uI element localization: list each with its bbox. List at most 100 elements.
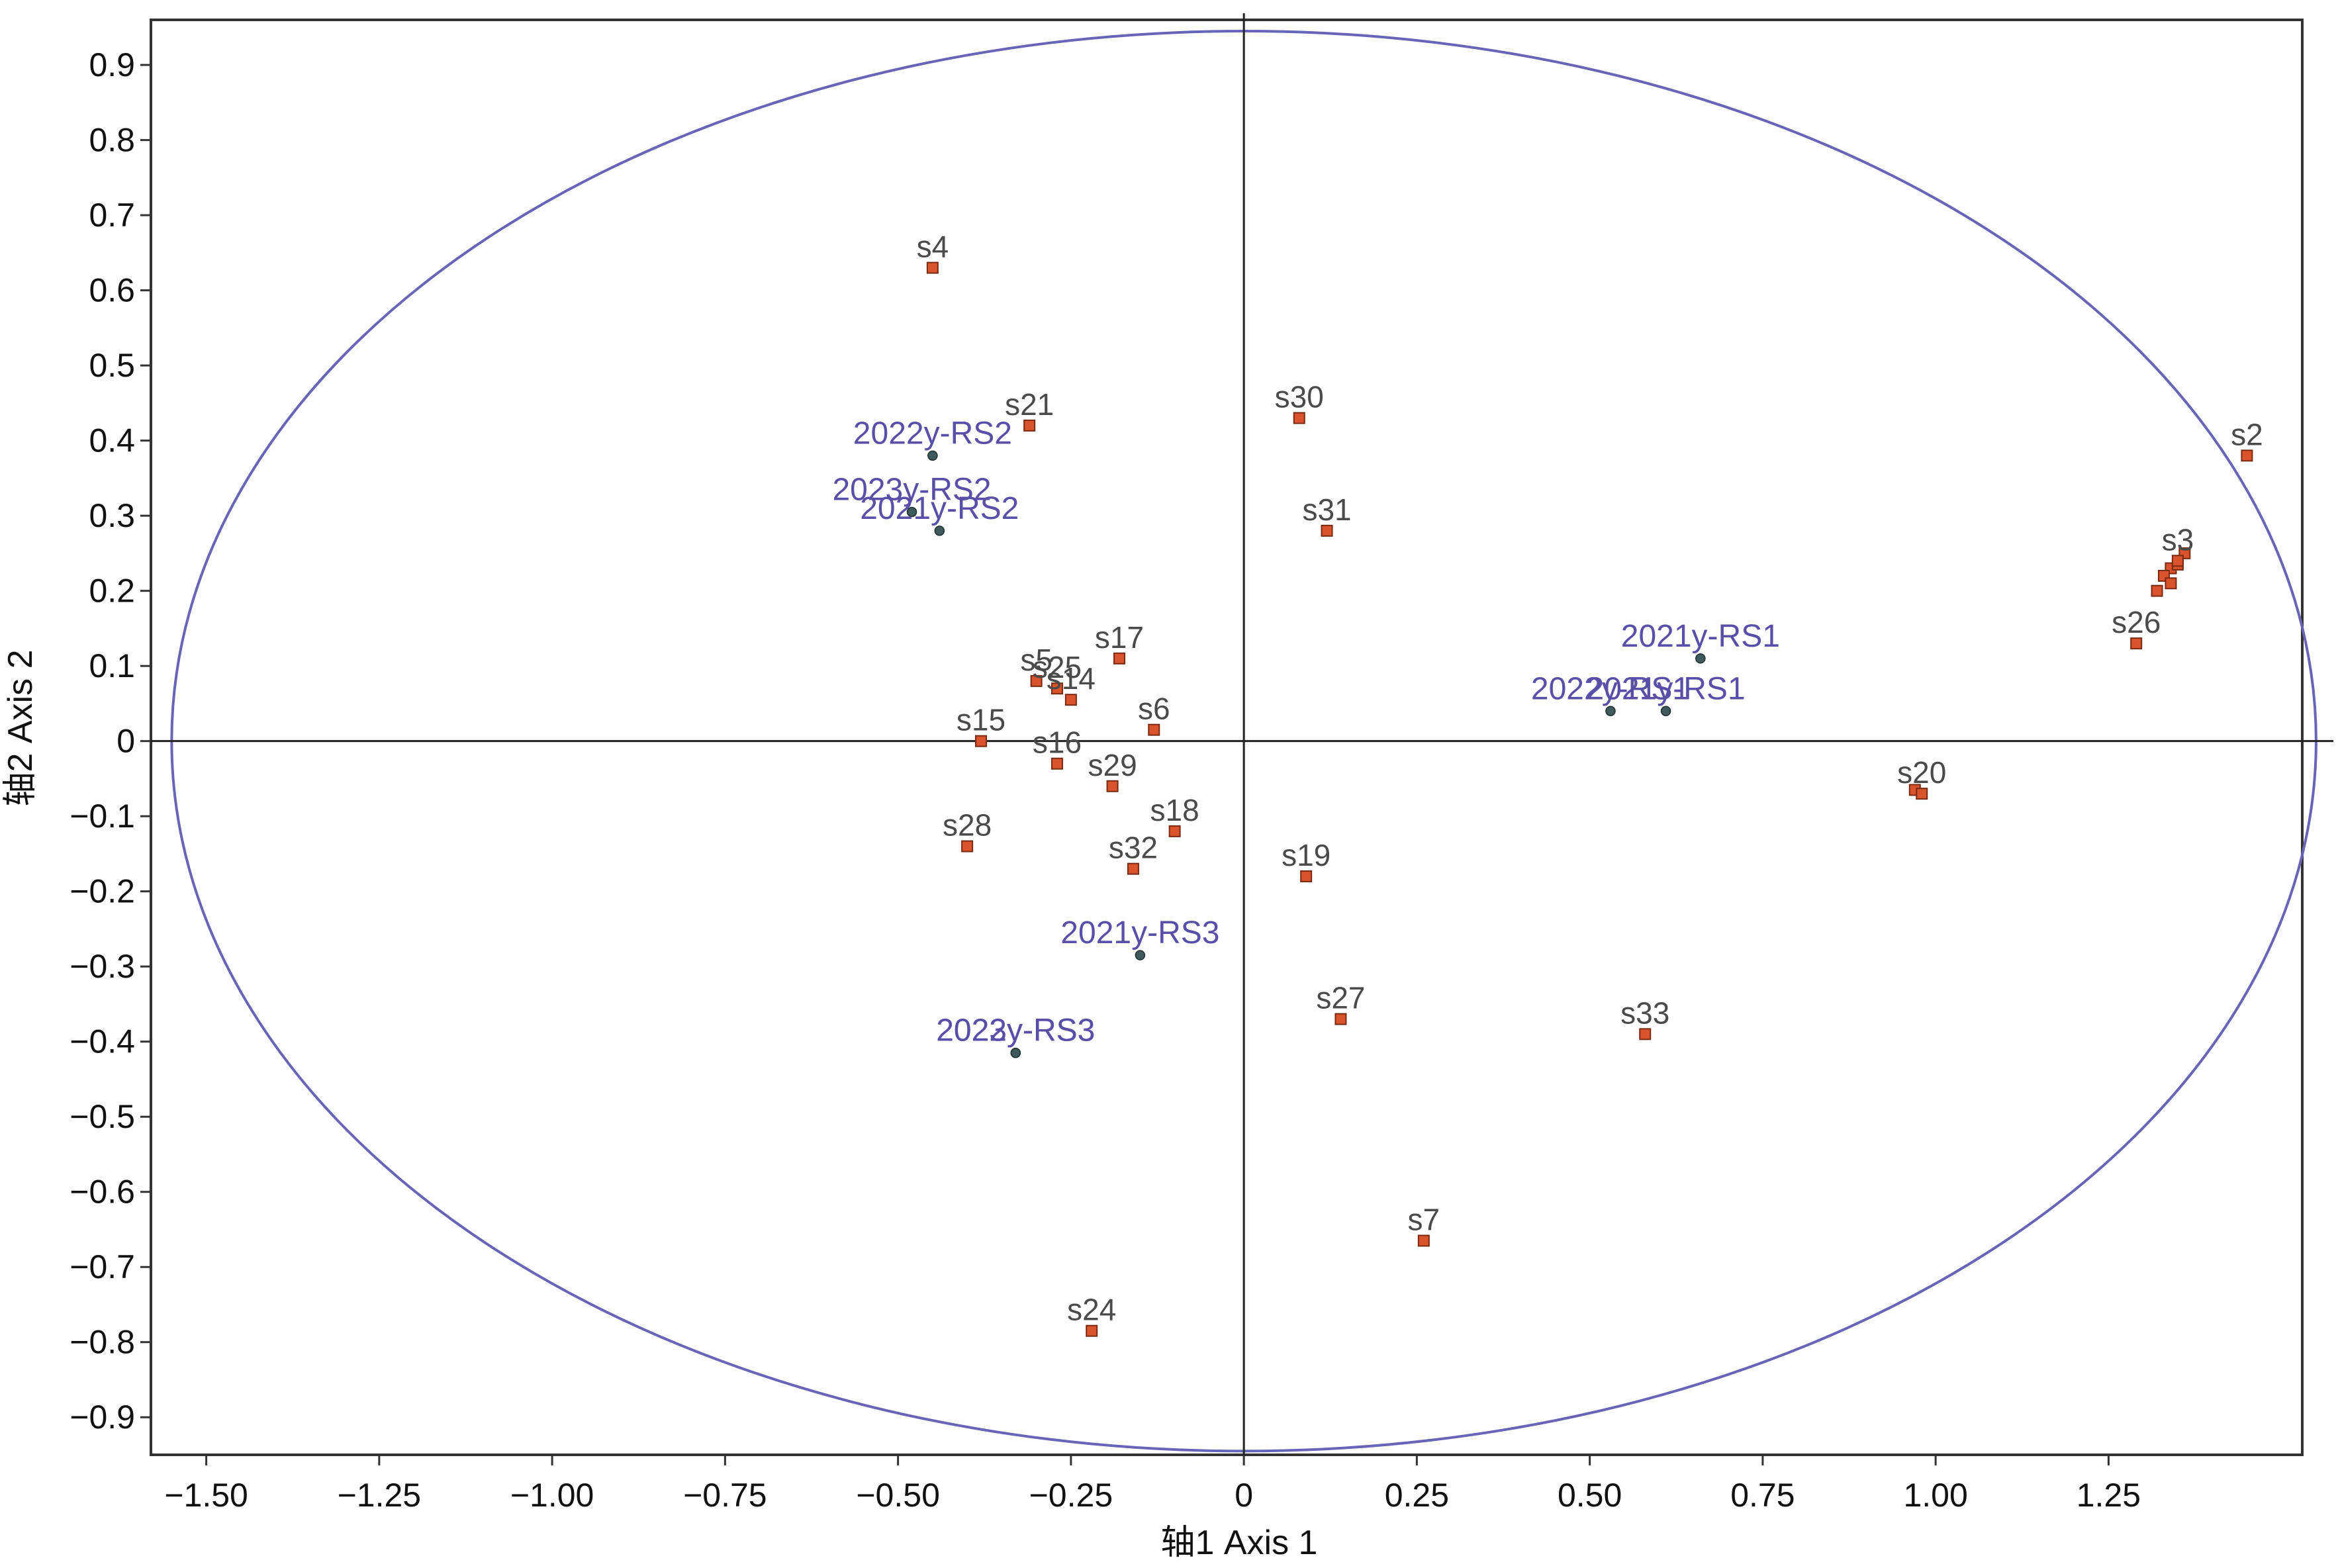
variable-label: 2021y-RS1	[1621, 619, 1780, 654]
x-tick-label: 1.25	[2077, 1477, 2141, 1514]
variable-point	[927, 450, 938, 461]
y-tick-label: −0.1	[70, 798, 135, 835]
sample-point	[1051, 682, 1063, 695]
y-tick-label: −0.3	[70, 948, 135, 985]
variable-label: 2021y-RS3	[1060, 915, 1219, 950]
sample-point	[961, 840, 974, 853]
sample-point	[926, 261, 939, 274]
variable-label: 2023y-RS3	[936, 1013, 1095, 1048]
y-tick-label: −0.6	[70, 1174, 135, 1211]
sample-label: s5	[1020, 643, 1052, 677]
x-tick-label: −1.25	[338, 1477, 422, 1514]
sample-label: s19	[1282, 838, 1331, 872]
sample-label: s27	[1316, 981, 1365, 1015]
sample-label: s28	[943, 808, 992, 843]
sample-label: s2	[2231, 417, 2263, 451]
sample-label: s16	[1033, 725, 1082, 760]
zero-axes	[151, 13, 2333, 1455]
y-tick-label: 0.8	[89, 122, 135, 159]
sample-label: s3	[2162, 522, 2194, 557]
y-axis-label: 轴2 Axis 2	[1, 650, 40, 807]
data-points	[906, 261, 2253, 1337]
y-tick-label: 0.5	[89, 347, 135, 384]
x-tick-label: 0	[1235, 1477, 1253, 1514]
sample-point	[1086, 1324, 1098, 1337]
sample-point	[1148, 723, 1160, 736]
sample-point	[1023, 419, 1036, 432]
x-axis-label: 轴1 Axis 1	[1161, 1524, 1318, 1562]
sample-label: s7	[1408, 1203, 1440, 1237]
y-tick-label: −0.7	[70, 1248, 135, 1285]
sample-label: s32	[1109, 831, 1158, 865]
x-tick-label: 0.25	[1385, 1477, 1449, 1514]
sample-point	[1321, 524, 1333, 537]
y-tick-label: 0.3	[89, 497, 135, 534]
sample-label: s14	[1047, 661, 1096, 696]
x-tick-label: −0.25	[1029, 1477, 1113, 1514]
sample-label: s18	[1150, 793, 1199, 827]
sample-point	[2151, 584, 2163, 597]
plot-frame	[150, 19, 2304, 1456]
y-tick-label: 0	[117, 723, 135, 760]
sample-label: s4	[917, 230, 949, 264]
x-tick-label: 0.50	[1558, 1477, 1622, 1514]
y-tick-label: −0.4	[70, 1023, 135, 1060]
x-tick-label: −0.50	[856, 1477, 940, 1514]
variable-point	[906, 506, 917, 518]
sample-label: s6	[1138, 692, 1170, 726]
sample-point	[1106, 780, 1119, 792]
y-tick-label: −0.9	[70, 1399, 135, 1436]
axis-ticks: −1.50 −1.25 −1.00 −0.75 −0.50 −0.25 0 0.25 0.50 0…	[70, 46, 2141, 1514]
x-tick-label: −0.75	[683, 1477, 767, 1514]
x-tick-label: 0.75	[1730, 1477, 1795, 1514]
sample-label: s26	[2112, 605, 2161, 639]
x-tick-label: −1.00	[510, 1477, 594, 1514]
x-tick-label: 1.00	[1903, 1477, 1967, 1514]
sample-label: s31	[1302, 492, 1351, 527]
y-tick-label: 0.6	[89, 272, 135, 309]
variable-label: 2022y-RS2	[853, 416, 1012, 451]
sample-label: s21	[1005, 387, 1054, 422]
sample-point	[1051, 757, 1063, 770]
sample-point	[2165, 577, 2177, 590]
y-tick-label: −0.5	[70, 1098, 135, 1135]
variable-label: 2023y-RS2	[832, 472, 991, 507]
sample-point	[1639, 1028, 1652, 1040]
y-tick-label: 0.4	[89, 422, 135, 459]
sample-point	[1127, 862, 1139, 875]
x-tick-label: −1.50	[164, 1477, 248, 1514]
sample-label: s20	[1897, 755, 1946, 790]
variable-point	[1695, 653, 1706, 664]
sample-point	[1293, 412, 1305, 424]
y-tick-label: −0.2	[70, 873, 135, 910]
sample-point	[2241, 449, 2253, 462]
variable-point	[1135, 950, 1146, 960]
y-tick-label: 0.7	[89, 197, 135, 234]
sample-point	[1334, 1013, 1347, 1025]
y-tick-label: −0.8	[70, 1324, 135, 1361]
variable-label: 2021y-RS2	[860, 491, 1019, 526]
sample-point	[975, 735, 988, 747]
y-tick-label: 0.1	[89, 647, 135, 684]
sample-point	[1030, 674, 1043, 687]
sample-point	[1168, 825, 1181, 837]
y-tick-label: 0.2	[89, 573, 135, 610]
sample-point	[1300, 870, 1313, 882]
variable-label: 2021y-RS1	[1587, 671, 1746, 706]
sample-point	[1417, 1234, 1430, 1247]
variable-label: 2022y-RS1	[1531, 671, 1690, 706]
sample-point	[2171, 555, 2184, 567]
variable-point	[1010, 1047, 1021, 1058]
sample-label: s15	[957, 703, 1005, 737]
variable-point	[1605, 706, 1616, 717]
sample-point	[1064, 694, 1077, 706]
y-tick-label: 0.9	[89, 46, 135, 83]
sample-label: s30	[1275, 380, 1324, 414]
sample-label: s17	[1095, 620, 1144, 655]
sample-label: s24	[1067, 1293, 1116, 1327]
variable-point	[1660, 706, 1671, 717]
sample-label: s25	[1033, 650, 1082, 684]
sample-label: s29	[1088, 748, 1137, 782]
sample-point	[1113, 652, 1126, 665]
